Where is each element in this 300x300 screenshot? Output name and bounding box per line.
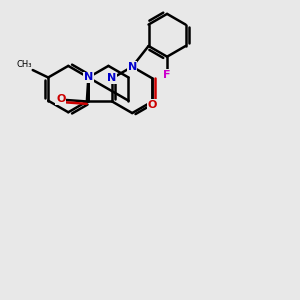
Text: N: N bbox=[128, 62, 137, 72]
Text: CH₃: CH₃ bbox=[16, 60, 32, 69]
Text: N: N bbox=[107, 73, 117, 83]
Text: N: N bbox=[84, 73, 93, 82]
Text: O: O bbox=[148, 100, 157, 110]
Text: F: F bbox=[163, 70, 171, 80]
Text: O: O bbox=[56, 94, 65, 104]
